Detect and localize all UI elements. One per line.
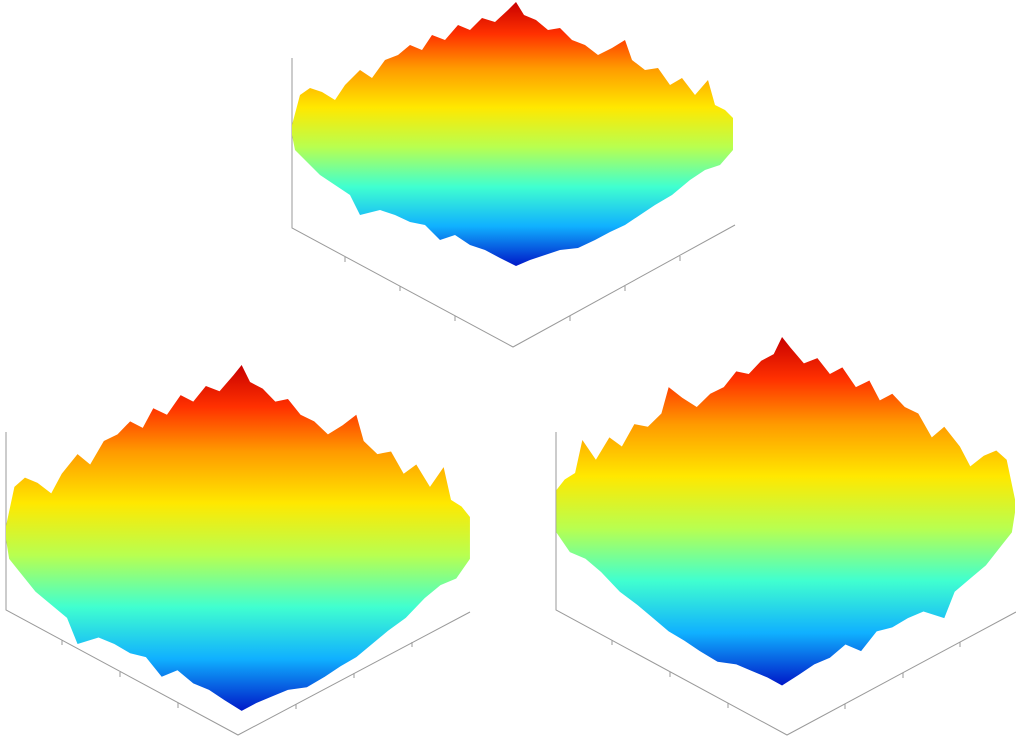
surface [5, 365, 470, 711]
axis-ticks [611, 640, 961, 709]
surface [556, 337, 1015, 686]
surface-panel [555, 337, 1016, 736]
axis-ticks [344, 256, 681, 321]
axes-frame [555, 432, 1016, 736]
surface-panel [291, 2, 736, 348]
axis-ticks [61, 640, 413, 709]
surface-panel [5, 365, 471, 736]
surface [292, 2, 733, 266]
axes-frame [291, 58, 736, 348]
